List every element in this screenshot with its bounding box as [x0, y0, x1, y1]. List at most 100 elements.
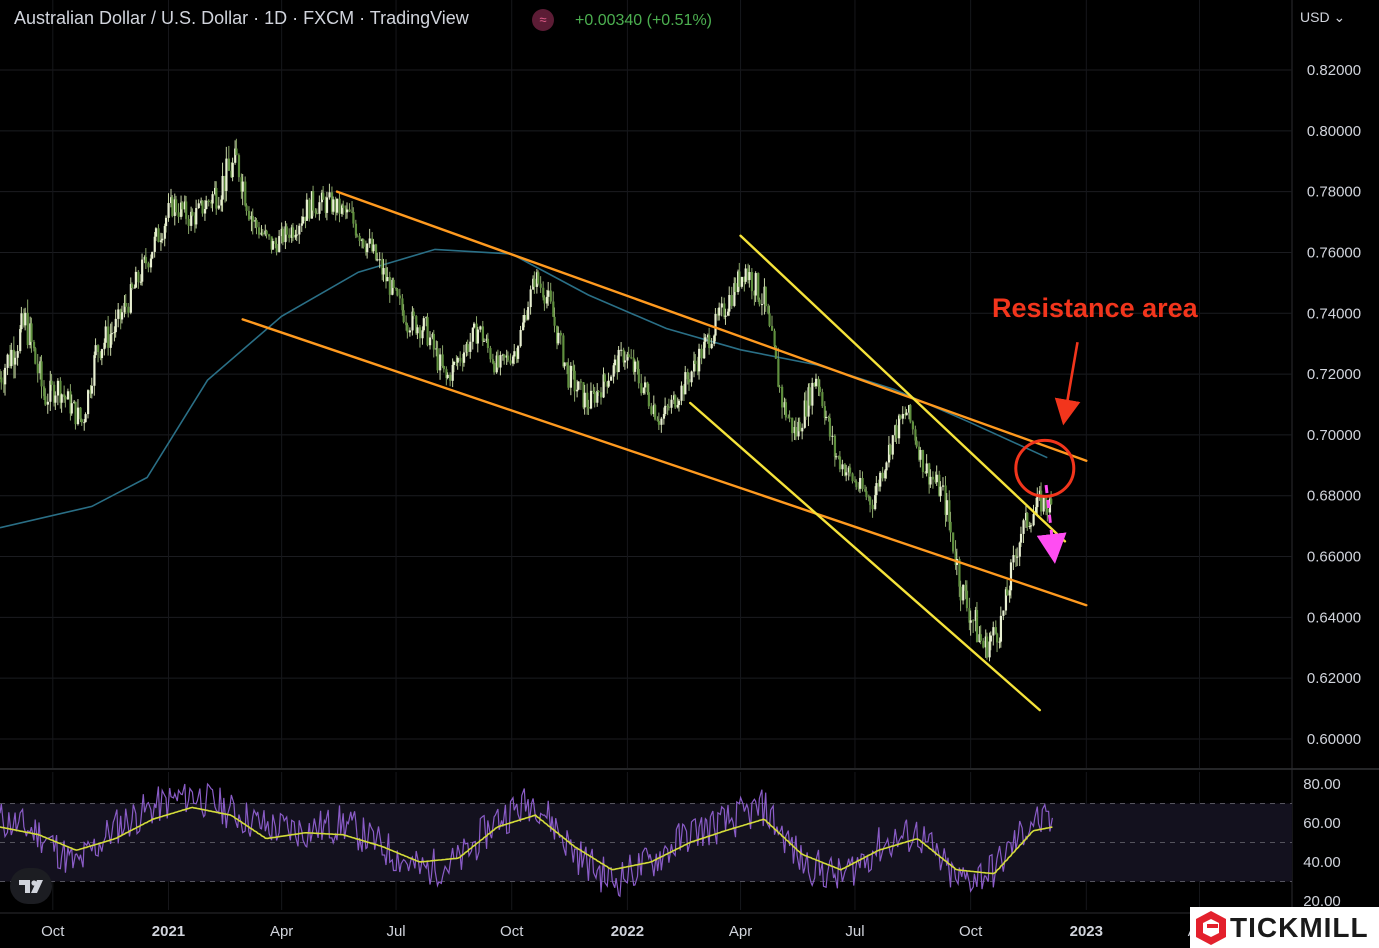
candle-body	[205, 200, 208, 209]
candle-body	[843, 464, 847, 476]
candle-body	[481, 326, 485, 342]
candle-body	[489, 348, 492, 360]
candle-body	[740, 276, 744, 287]
candle-body	[592, 390, 595, 393]
candle-body	[1018, 542, 1021, 557]
candle-body	[44, 396, 47, 405]
candle-body	[864, 489, 867, 492]
candle-body	[374, 244, 378, 260]
candle-body	[368, 238, 371, 244]
candle-body	[442, 366, 446, 370]
tradingview-logo-icon[interactable]	[10, 868, 52, 904]
candle-body	[167, 203, 170, 218]
candle-body	[867, 496, 871, 498]
rsi-ma-line	[0, 806, 1053, 875]
candle-body	[543, 297, 546, 304]
candle-body	[666, 405, 669, 407]
candle-body	[533, 278, 536, 287]
candle-body	[851, 473, 854, 482]
candle-body	[312, 191, 315, 211]
candle-body	[935, 474, 938, 483]
currency-selector[interactable]: USD ⌄	[1300, 9, 1345, 26]
candle-body	[43, 386, 46, 397]
candle-body	[133, 287, 136, 289]
candle-body	[881, 472, 884, 479]
candle-body	[240, 177, 243, 192]
candle-body	[596, 390, 599, 403]
candle-body	[247, 210, 251, 220]
x-tick-label: Oct	[959, 923, 983, 940]
candle-body	[730, 295, 733, 306]
candle-body	[318, 202, 321, 214]
candle-body	[607, 380, 610, 387]
candle-body	[120, 312, 124, 320]
candle-body	[473, 323, 476, 328]
candle-body	[411, 311, 414, 331]
candle-body	[99, 352, 102, 359]
candle-body	[153, 236, 156, 252]
rsi-tick-label: 20.00	[1303, 893, 1341, 910]
candle-body	[791, 417, 794, 434]
candle-body	[744, 268, 747, 282]
candle-body	[90, 385, 93, 394]
candle-body	[63, 394, 66, 397]
candle-body	[396, 289, 399, 296]
candle-body	[676, 404, 679, 408]
candle-body	[1050, 498, 1053, 505]
candle-body	[764, 286, 767, 307]
candle-body	[954, 551, 957, 565]
candle-body	[698, 348, 701, 372]
candle-body	[875, 483, 878, 496]
candle-body	[356, 235, 359, 237]
candle-body	[34, 348, 37, 364]
y-tick-label: 0.78000	[1307, 184, 1361, 201]
currency-label: USD	[1300, 9, 1330, 25]
candle-body	[435, 348, 438, 350]
candle-body	[897, 415, 901, 439]
candle-body	[131, 284, 134, 289]
candle-body	[361, 239, 364, 242]
candle-body	[391, 279, 394, 295]
resistance-circle	[1014, 438, 1076, 498]
candle-body	[161, 238, 164, 241]
candle-body	[1004, 589, 1008, 611]
candle-body	[985, 636, 989, 658]
candle-body	[456, 357, 459, 363]
candle-body	[710, 343, 713, 349]
candle-body	[889, 444, 892, 455]
candle-body	[24, 312, 27, 326]
candle-body	[405, 322, 408, 326]
wedge-trendline	[689, 401, 1041, 712]
candle-body	[169, 197, 173, 204]
candle-body	[818, 386, 821, 393]
trendlines-layer[interactable]	[241, 190, 1088, 712]
candle-body	[26, 312, 29, 346]
candle-body	[288, 234, 291, 238]
candle-body	[532, 278, 535, 290]
candle-body	[452, 361, 456, 365]
candle-body	[268, 234, 271, 237]
candle-body	[36, 363, 39, 374]
rsi-tick-label: 80.00	[1303, 776, 1341, 793]
candle-body	[32, 341, 36, 349]
y-tick-label: 0.80000	[1307, 123, 1361, 140]
candle-body	[432, 333, 435, 350]
candle-body	[686, 372, 689, 380]
candle-body	[921, 449, 925, 473]
candle-body	[284, 226, 287, 243]
candle-body	[185, 201, 188, 219]
candle-body	[50, 380, 53, 385]
candle-body	[97, 345, 100, 353]
candle-body	[984, 636, 987, 648]
candle-body	[748, 272, 751, 281]
candle-body	[295, 234, 298, 236]
indicator-icon[interactable]: ≈	[532, 9, 554, 31]
candle-body	[251, 215, 254, 222]
candle-body	[141, 259, 144, 282]
candle-body	[586, 392, 589, 407]
candle-body	[642, 387, 645, 394]
candle-body	[294, 234, 297, 238]
candle-body	[234, 148, 237, 163]
